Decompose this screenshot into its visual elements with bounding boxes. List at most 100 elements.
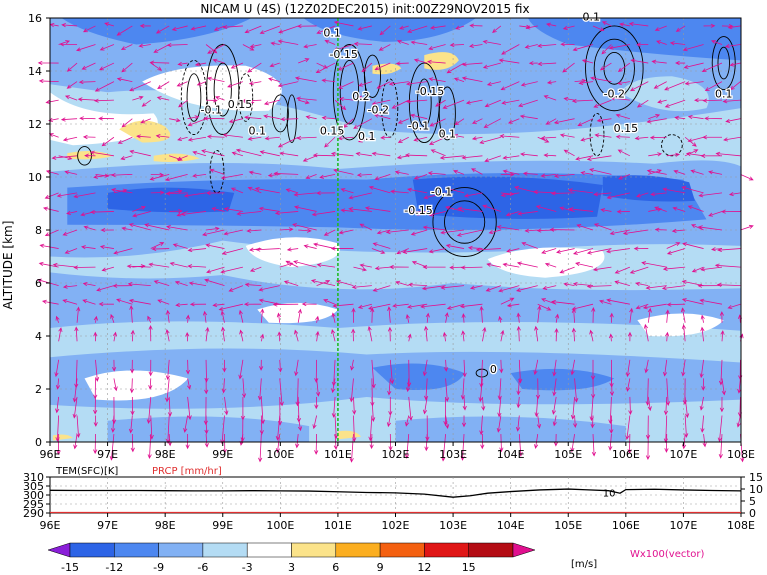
wind-band-13 <box>487 247 605 278</box>
wind-vector-246 <box>387 306 392 323</box>
wind-vector-424 <box>144 223 170 231</box>
wind-vector-108 <box>647 396 652 412</box>
wind-vector-837 <box>61 23 78 28</box>
wind-vector-298 <box>635 303 649 310</box>
wind-vector-89 <box>296 396 301 423</box>
colorbar-tick-3: -6 <box>197 561 208 574</box>
wind-vector-183 <box>625 359 631 378</box>
x-tick-label-6: 102E <box>382 448 410 461</box>
positive-patch-1 <box>67 151 114 160</box>
wind-vector-536 <box>110 172 133 178</box>
wind-vector-804 <box>153 44 170 53</box>
wind-vector-406 <box>521 241 538 249</box>
colorbar-segment-8 <box>424 542 469 558</box>
wind-vector-366 <box>486 262 501 268</box>
wind-vector-31 <box>627 434 632 454</box>
wind-vector-171 <box>407 359 412 388</box>
contour-label-14: 0.1 <box>583 11 601 24</box>
wind-vector-388 <box>187 247 207 253</box>
wind-vector-828 <box>601 44 612 55</box>
wind-vector-359 <box>359 263 372 268</box>
wind-vector-762 <box>81 62 96 70</box>
x-tick-label-11: 107E <box>669 448 697 461</box>
wind-vector-540 <box>192 173 207 178</box>
wind-vector-326 <box>440 285 465 290</box>
wind-vector-95 <box>408 396 413 421</box>
wind-vector-499 <box>150 190 165 195</box>
wind-vector-377 <box>691 266 704 273</box>
wind-vector-822 <box>482 39 501 45</box>
wind-vector-272 <box>157 299 170 305</box>
wind-vector-34 <box>681 434 687 450</box>
wind-vector-857 <box>430 25 446 30</box>
wind-vector-864 <box>562 25 575 30</box>
surface-x-label-7: 103E <box>439 519 467 532</box>
wind-vector-151 <box>737 378 742 394</box>
wind-vector-512 <box>368 185 391 194</box>
wind-vector-501 <box>165 191 188 196</box>
wind-vector-442 <box>488 229 501 235</box>
wind-vector-649 <box>98 116 114 121</box>
wind-vector-324 <box>408 282 428 287</box>
wind-vector-583 <box>279 151 299 157</box>
wind-vector-165 <box>294 359 299 377</box>
colorbar-segment-1 <box>114 542 159 558</box>
contour-8 <box>363 54 381 98</box>
wind-vector-781 <box>426 59 446 64</box>
colorbar-segment-4 <box>246 542 292 558</box>
wind-vector-68 <box>609 415 614 434</box>
surface-x-label-11: 107E <box>669 519 697 532</box>
wind-vector-3 <box>109 434 115 461</box>
wind-vector-841 <box>139 23 151 28</box>
wind-vector-98 <box>462 396 467 411</box>
wind-vector-283 <box>357 303 372 309</box>
wind-vector-124 <box>241 378 247 399</box>
wind-vector-652 <box>169 118 181 123</box>
wind-vector-420 <box>83 225 96 231</box>
wind-vector-465 <box>211 207 225 212</box>
colorbar-segment-7 <box>379 542 425 558</box>
wind-vector-745 <box>461 76 483 82</box>
wind-vector-25 <box>518 434 523 457</box>
wind-vector-683 <box>725 118 741 123</box>
colorbar-segment-6 <box>335 542 381 558</box>
wind-vector-44 <box>165 415 171 444</box>
wind-vector-207 <box>367 325 373 342</box>
contour-23 <box>209 150 225 194</box>
wind-vector-547 <box>319 173 336 179</box>
colorbar-right-arrow <box>512 542 536 558</box>
wind-vector-160 <box>204 359 209 383</box>
wind-vector-178 <box>533 359 539 376</box>
wind-vector-852 <box>333 20 354 27</box>
wind-vector-623 <box>324 136 336 148</box>
wind-vector-21 <box>441 434 446 462</box>
wind-vector-811 <box>277 39 299 45</box>
wind-vector-782 <box>446 62 465 74</box>
wind-vector-337 <box>645 285 667 290</box>
wind-vector-643 <box>687 136 704 143</box>
wind-vector-419 <box>62 229 78 236</box>
wind-vector-765 <box>150 62 163 71</box>
wind-vector-64 <box>536 415 542 429</box>
wind-vector-260 <box>647 307 652 323</box>
wind-vector-655 <box>203 116 225 121</box>
wind-vector-103 <box>551 396 557 415</box>
wind-vector-371 <box>575 261 594 268</box>
y-tick-label-0: 0 <box>35 436 42 449</box>
wind-vector-434 <box>338 229 354 235</box>
wind-vector-449 <box>609 229 630 236</box>
wind-vector-797 <box>729 62 741 67</box>
wind-vector-532 <box>45 169 59 175</box>
wind-vector-317 <box>283 280 299 287</box>
wind-vector-296 <box>599 299 612 305</box>
wind-vector-800 <box>76 44 96 52</box>
wind-vector-348 <box>148 262 170 268</box>
wind-vector-842 <box>155 25 170 34</box>
wind-vector-322 <box>372 285 391 292</box>
wind-vector-176 <box>499 359 504 374</box>
wind-vector-514 <box>407 187 428 194</box>
colorbar-segment-0 <box>69 542 115 558</box>
wind-vector-710 <box>518 99 538 108</box>
surface-panel: TEM(SFC)[K] PRCP [mm/hr] 10 310305300295… <box>23 466 763 532</box>
colorbar-tick-6: 6 <box>332 561 339 574</box>
